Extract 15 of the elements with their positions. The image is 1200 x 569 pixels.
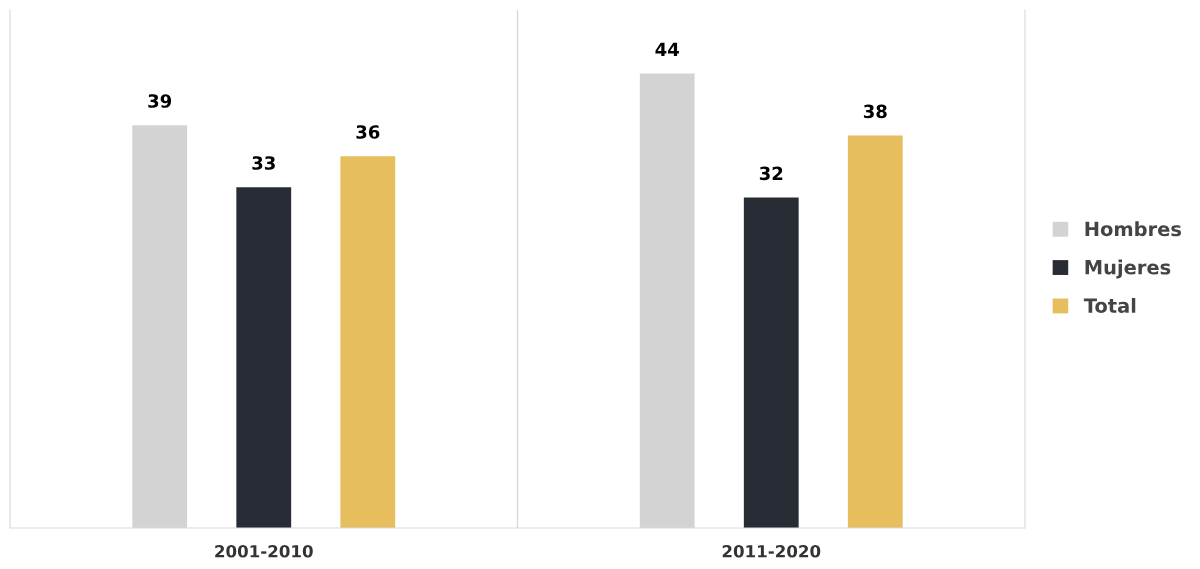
bar bbox=[847, 135, 903, 528]
x-tick-label: 2011-2020 bbox=[722, 544, 821, 558]
bar bbox=[236, 187, 292, 528]
bar bbox=[340, 156, 396, 528]
data-label: 39 bbox=[148, 94, 172, 108]
data-label: 38 bbox=[863, 104, 887, 119]
bar bbox=[743, 197, 799, 528]
x-tick-label: 2001-2010 bbox=[215, 544, 313, 558]
legend-label: Total bbox=[1083, 297, 1136, 313]
data-label: 32 bbox=[759, 166, 783, 181]
data-label: 36 bbox=[356, 125, 380, 139]
legend-label: Hombres bbox=[1085, 221, 1181, 237]
data-label: 33 bbox=[252, 156, 275, 170]
data-label: 44 bbox=[655, 42, 679, 56]
legend-label: Mujeres bbox=[1085, 259, 1171, 279]
